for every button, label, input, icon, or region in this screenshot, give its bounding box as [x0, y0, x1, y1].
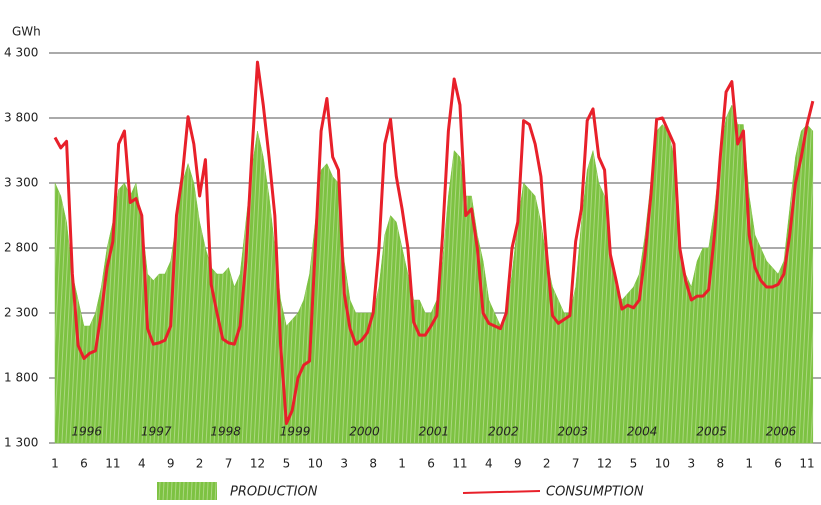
y-tick-label: 1 300 — [4, 436, 38, 450]
x-tick-label: 8 — [716, 457, 724, 471]
consumption-line — [53, 60, 815, 425]
x-tick-label: 4 — [485, 457, 493, 471]
x-tick-label: 9 — [167, 457, 175, 471]
x-tick-label: 11 — [105, 457, 120, 471]
x-tick-label: 7 — [225, 457, 233, 471]
x-tick-label: 1 — [398, 457, 406, 471]
y-tick-label: 4 300 — [4, 46, 38, 60]
y-axis-label: GWh — [12, 25, 41, 39]
x-tick-label: 5 — [283, 457, 291, 471]
year-label: 2004 — [627, 425, 658, 439]
y-tick-label: 1 800 — [4, 371, 38, 385]
y-tick-label: 3 800 — [4, 111, 38, 125]
legend-label: PRODUCTION — [230, 485, 318, 500]
year-label: 1997 — [141, 425, 172, 439]
x-tick-label: 10 — [655, 457, 670, 471]
y-tick-label: 3 300 — [4, 176, 38, 190]
x-tick-label: 4 — [138, 457, 146, 471]
x-tick-label: 8 — [369, 457, 377, 471]
year-label: 2001 — [419, 425, 450, 439]
year-label: 2003 — [557, 425, 588, 439]
x-tick-label: 3 — [340, 457, 348, 471]
x-tick-label: 12 — [250, 457, 265, 471]
x-tick-label: 9 — [514, 457, 522, 471]
x-tick-label: 11 — [799, 457, 814, 471]
legend-swatch — [462, 490, 541, 494]
plot — [53, 60, 815, 444]
legend-label: CONSUMPTION — [546, 485, 644, 500]
x-tick-label: 5 — [630, 457, 638, 471]
x-tick-label: 3 — [688, 457, 696, 471]
x-tick-label: 6 — [427, 457, 435, 471]
y-tick-label: 2 300 — [4, 306, 38, 320]
x-tick-label: 6 — [80, 457, 88, 471]
x-tick-label: 11 — [452, 457, 467, 471]
x-tick-label: 7 — [572, 457, 580, 471]
x-tick-label: 10 — [308, 457, 323, 471]
y-tick-label: 2 800 — [4, 241, 38, 255]
year-label: 1998 — [210, 425, 241, 439]
x-tick-label: 12 — [597, 457, 612, 471]
year-label: 2000 — [349, 425, 380, 439]
year-label: 1996 — [72, 425, 103, 439]
x-tick-label: 1 — [51, 457, 59, 471]
x-tick-label: 2 — [196, 457, 204, 471]
x-tick-label: 1 — [745, 457, 753, 471]
year-label: 2006 — [766, 425, 797, 439]
x-tick-label: 2 — [543, 457, 551, 471]
year-label: 1999 — [280, 425, 311, 439]
year-label: 2002 — [488, 425, 519, 439]
x-tick-label: 6 — [774, 457, 782, 471]
legend-swatch — [157, 482, 217, 500]
year-label: 2005 — [696, 425, 727, 439]
production-area — [54, 104, 814, 444]
